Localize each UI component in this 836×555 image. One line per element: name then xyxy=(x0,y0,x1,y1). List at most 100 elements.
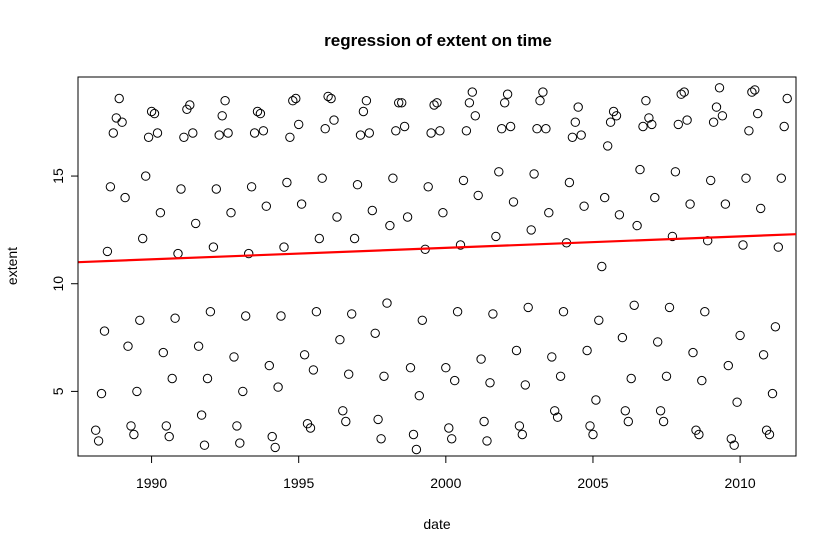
data-point-18 xyxy=(143,132,154,143)
data-point-130 xyxy=(473,190,483,201)
data-point-118 xyxy=(438,208,448,218)
regression-layer xyxy=(77,233,797,264)
data-point-148 xyxy=(526,225,536,235)
data-point-188 xyxy=(644,113,654,123)
data-point-159 xyxy=(558,307,569,317)
data-point-196 xyxy=(667,231,678,242)
data-point-212 xyxy=(714,83,725,93)
data-point-155 xyxy=(547,352,557,362)
data-point-103 xyxy=(394,98,404,108)
data-point-53 xyxy=(246,182,257,192)
data-point-121 xyxy=(447,434,457,444)
data-point-189 xyxy=(647,119,657,130)
x-tick-label-1990: 1990 xyxy=(136,475,167,491)
data-point-217 xyxy=(729,440,739,450)
data-point-27 xyxy=(170,313,180,323)
data-point-210 xyxy=(708,117,719,127)
data-point-52 xyxy=(244,248,254,259)
data-point-178 xyxy=(614,210,625,220)
data-point-194 xyxy=(661,371,672,381)
data-point-114 xyxy=(426,128,436,138)
data-point-144 xyxy=(514,421,525,431)
data-point-164 xyxy=(573,102,583,112)
data-point-93 xyxy=(364,128,374,138)
data-point-154 xyxy=(544,208,554,218)
data-point-227 xyxy=(758,350,769,360)
data-point-2 xyxy=(96,388,107,399)
data-point-77 xyxy=(317,173,327,183)
data-point-127 xyxy=(464,98,475,108)
data-point-26 xyxy=(167,373,177,384)
data-point-150 xyxy=(532,124,542,134)
data-point-163 xyxy=(570,117,580,127)
data-point-191 xyxy=(653,337,663,347)
data-point-229 xyxy=(764,429,775,440)
y-tick-label-10: 10 xyxy=(50,276,66,292)
data-point-19 xyxy=(146,106,157,117)
data-point-199 xyxy=(676,89,686,99)
x-axis: 1990 1995 2000 2005 2010 xyxy=(136,455,756,491)
data-point-46 xyxy=(226,208,236,218)
y-tick-label-5: 5 xyxy=(50,387,66,395)
data-point-49 xyxy=(235,438,245,448)
data-point-104 xyxy=(397,98,407,108)
data-point-37 xyxy=(199,440,210,450)
y-axis: 5 10 15 xyxy=(50,168,79,395)
data-point-71 xyxy=(299,350,310,360)
data-point-92 xyxy=(361,96,372,106)
data-point-169 xyxy=(588,429,598,440)
data-point-225 xyxy=(753,108,763,119)
data-point-41 xyxy=(211,184,222,194)
data-point-6 xyxy=(108,128,119,138)
data-point-126 xyxy=(461,126,472,136)
data-point-120 xyxy=(444,423,454,433)
data-point-235 xyxy=(782,93,792,104)
data-point-70 xyxy=(296,199,307,209)
data-point-207 xyxy=(700,307,710,317)
data-point-109 xyxy=(411,444,422,455)
data-point-33 xyxy=(188,128,198,138)
data-point-23 xyxy=(158,347,169,358)
data-point-113 xyxy=(423,182,433,192)
data-point-35 xyxy=(193,341,204,351)
data-point-86 xyxy=(344,369,354,379)
data-point-83 xyxy=(335,335,345,345)
data-point-161 xyxy=(564,177,575,188)
data-point-145 xyxy=(517,429,527,440)
data-point-99 xyxy=(382,298,392,308)
data-point-174 xyxy=(603,141,613,151)
data-point-224 xyxy=(750,85,760,95)
data-point-66 xyxy=(285,132,295,143)
x-tick-label-1995: 1995 xyxy=(283,475,314,491)
data-point-50 xyxy=(238,386,248,397)
data-point-91 xyxy=(358,106,369,117)
data-point-136 xyxy=(491,231,501,242)
data-point-179 xyxy=(617,332,628,343)
data-point-39 xyxy=(205,307,216,317)
data-point-195 xyxy=(664,302,675,313)
data-point-75 xyxy=(311,307,322,317)
data-point-183 xyxy=(629,300,639,310)
data-point-76 xyxy=(314,233,324,244)
data-point-116 xyxy=(432,98,442,108)
data-point-233 xyxy=(776,173,786,183)
data-point-38 xyxy=(202,373,213,384)
x-tick-label-2005: 2005 xyxy=(577,475,608,491)
data-points xyxy=(91,83,792,455)
data-point-170 xyxy=(591,395,601,405)
data-point-172 xyxy=(597,261,607,272)
data-point-110 xyxy=(414,391,424,401)
data-point-30 xyxy=(179,132,189,143)
x-tick-label-2000: 2000 xyxy=(430,475,461,491)
data-point-200 xyxy=(679,87,689,97)
data-point-221 xyxy=(741,173,751,183)
data-point-80 xyxy=(326,93,336,104)
data-point-162 xyxy=(567,132,578,143)
data-point-13 xyxy=(129,429,139,440)
data-point-96 xyxy=(373,414,383,425)
data-point-171 xyxy=(594,315,604,325)
data-point-222 xyxy=(744,126,754,136)
data-point-17 xyxy=(141,171,151,181)
data-point-123 xyxy=(452,307,463,317)
